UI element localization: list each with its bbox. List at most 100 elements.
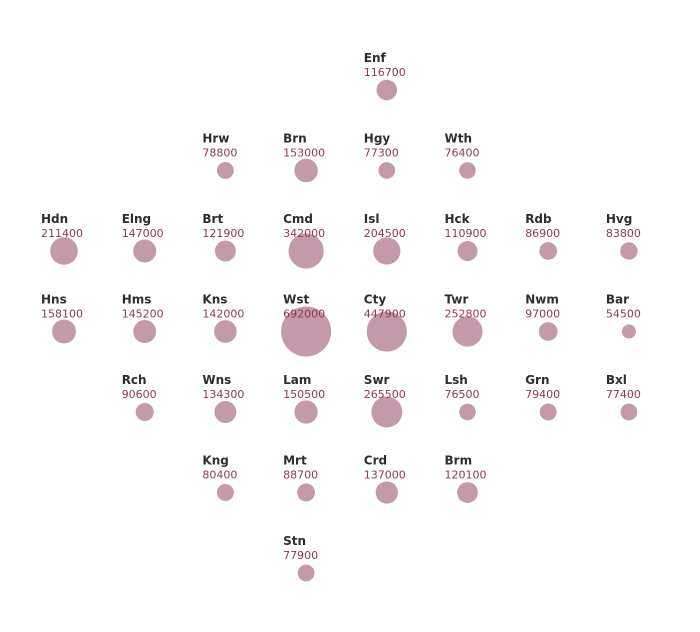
borough-value: 692000	[283, 308, 325, 321]
borough-value: 204500	[364, 227, 406, 240]
population-bubble	[294, 400, 318, 424]
borough-value: 150500	[283, 388, 325, 401]
borough-abbr: Rch	[122, 373, 147, 387]
borough-value: 145200	[122, 308, 164, 321]
borough-value: 77400	[606, 388, 641, 401]
borough-value: 88700	[283, 469, 318, 482]
population-bubble	[457, 240, 478, 262]
borough-abbr: Hms	[122, 293, 152, 307]
borough-value: 342000	[283, 227, 325, 240]
population-bubble	[216, 162, 234, 179]
population-bubble	[457, 482, 478, 503]
population-bubble	[52, 319, 76, 344]
population-bubble	[294, 158, 318, 183]
population-bubble	[214, 320, 237, 343]
borough-value: 147000	[122, 227, 164, 240]
population-bubble	[216, 483, 234, 502]
borough-abbr: Hrw	[202, 132, 229, 146]
borough-value: 153000	[283, 147, 325, 160]
borough-abbr: Lsh	[445, 373, 468, 387]
population-bubble	[376, 79, 398, 101]
borough-value: 77900	[283, 549, 318, 562]
borough-abbr: Hdn	[41, 212, 68, 226]
borough-abbr: Swr	[364, 373, 390, 387]
population-bubble	[378, 162, 396, 179]
borough-abbr: Cmd	[283, 212, 313, 226]
borough-abbr: Hck	[445, 212, 471, 226]
borough-value: 76400	[445, 147, 480, 160]
borough-abbr: Crd	[364, 454, 387, 468]
borough-value: 79400	[525, 388, 560, 401]
population-bubble	[281, 306, 332, 357]
population-bubble	[620, 403, 638, 421]
population-bubble	[297, 483, 316, 502]
population-bubble	[135, 402, 154, 422]
borough-abbr: Brm	[445, 454, 473, 468]
borough-value: 211400	[41, 227, 83, 240]
borough-value: 265500	[364, 388, 406, 401]
borough-value: 78800	[202, 147, 237, 160]
population-bubble	[297, 564, 315, 582]
population-bubble	[373, 237, 401, 265]
borough-value: 142000	[202, 308, 244, 321]
population-bubble	[133, 320, 157, 343]
borough-abbr: Bxl	[606, 373, 627, 387]
population-bubble	[459, 162, 476, 179]
borough-value: 116700	[364, 66, 406, 79]
borough-abbr: Elng	[122, 212, 151, 226]
population-bubble	[288, 233, 324, 269]
population-bubble	[214, 400, 237, 424]
population-bubble	[621, 324, 636, 339]
population-bubble	[214, 240, 236, 262]
population-bubble	[375, 481, 398, 504]
borough-abbr: Kng	[202, 454, 228, 468]
borough-abbr: Wns	[202, 373, 231, 387]
borough-abbr: Rdb	[525, 212, 552, 226]
borough-abbr: Cty	[364, 293, 387, 307]
borough-abbr: Wth	[445, 132, 473, 146]
borough-abbr: Kns	[202, 293, 227, 307]
borough-value: 110900	[445, 227, 487, 240]
borough-value: 121900	[202, 227, 244, 240]
borough-value: 137000	[364, 469, 406, 482]
population-bubble	[459, 403, 476, 421]
population-bubble	[539, 403, 557, 421]
borough-value: 158100	[41, 308, 83, 321]
population-bubble	[452, 316, 483, 347]
borough-abbr: Brn	[283, 132, 307, 146]
borough-abbr: Brt	[202, 212, 223, 226]
population-bubble	[366, 311, 407, 352]
borough-value: 83800	[606, 227, 641, 240]
borough-value: 77300	[364, 147, 399, 160]
population-bubble	[371, 396, 403, 428]
borough-value: 76500	[445, 388, 480, 401]
